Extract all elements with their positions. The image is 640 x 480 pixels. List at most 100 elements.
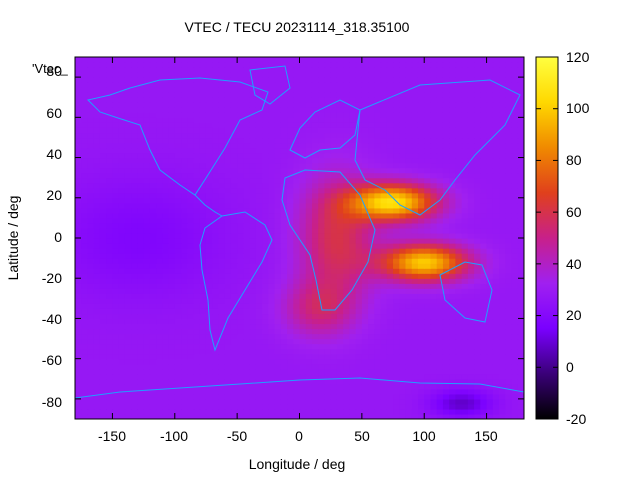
heatmap-cell: [81, 368, 89, 375]
heatmap-cell: [75, 308, 82, 315]
heatmap-cell: [474, 413, 481, 419]
heatmap-cell: [517, 348, 524, 355]
heatmap-cell: [417, 147, 425, 154]
heatmap-cell: [486, 248, 494, 254]
heatmap-cell: [224, 408, 232, 415]
heatmap-cell: [430, 77, 438, 83]
heatmap-cell: [199, 222, 207, 229]
heatmap-cell: [193, 102, 201, 108]
heatmap-cell: [99, 167, 107, 174]
heatmap-cell: [93, 87, 101, 93]
heatmap-cell: [293, 152, 301, 159]
heatmap-cell: [262, 167, 269, 174]
heatmap-cell: [436, 102, 444, 108]
heatmap-cell: [455, 248, 463, 254]
heatmap-cell: [461, 137, 469, 144]
heatmap-cell: [93, 102, 101, 108]
heatmap-cell: [305, 142, 313, 149]
heatmap-cell: [417, 187, 425, 194]
heatmap-cell: [87, 363, 95, 370]
heatmap-cell: [106, 157, 114, 164]
heatmap-cell: [480, 142, 488, 149]
heatmap-cell: [280, 117, 288, 123]
heatmap-cell: [193, 278, 201, 284]
heatmap-cell: [143, 253, 151, 259]
heatmap-cell: [93, 77, 101, 83]
heatmap-cell: [449, 363, 457, 370]
heatmap-cell: [280, 388, 288, 395]
heatmap-cell: [162, 87, 170, 93]
heatmap-cell: [293, 318, 301, 325]
heatmap-cell: [424, 403, 432, 410]
heatmap-cell: [168, 308, 176, 315]
heatmap-cell: [181, 338, 188, 345]
heatmap-cell: [380, 122, 388, 128]
heatmap-cell: [112, 293, 120, 299]
heatmap-cell: [262, 172, 269, 179]
heatmap-cell: [436, 122, 444, 128]
heatmap-cell: [336, 172, 344, 179]
heatmap-cell: [330, 102, 338, 108]
heatmap-cell: [480, 162, 488, 169]
heatmap-cell: [99, 338, 107, 345]
heatmap-cell: [293, 253, 301, 259]
heatmap-cell: [280, 278, 288, 284]
heatmap-cell: [87, 293, 95, 299]
heatmap-cell: [255, 368, 263, 375]
heatmap-cell: [255, 187, 263, 194]
heatmap-cell: [218, 343, 226, 350]
heatmap-cell: [305, 127, 313, 134]
heatmap-cell: [424, 293, 432, 299]
heatmap-cell: [174, 87, 182, 93]
heatmap-cell: [349, 328, 357, 335]
heatmap-cell: [492, 112, 500, 118]
heatmap-cell: [449, 288, 457, 294]
heatmap-cell: [205, 122, 213, 128]
heatmap-cell: [299, 127, 307, 134]
heatmap-cell: [149, 238, 157, 244]
heatmap-cell: [480, 358, 488, 365]
heatmap-cell: [380, 278, 388, 284]
heatmap-cell: [492, 353, 500, 360]
heatmap-cell: [449, 192, 457, 199]
heatmap-cell: [293, 142, 301, 149]
heatmap-cell: [131, 132, 138, 139]
heatmap-cell: [311, 122, 319, 128]
heatmap-cell: [274, 318, 282, 325]
heatmap-cell: [374, 328, 382, 335]
heatmap-cell: [492, 172, 500, 179]
heatmap-cell: [461, 182, 469, 189]
heatmap-cell: [355, 293, 363, 299]
heatmap-cell: [336, 192, 344, 199]
heatmap-cell: [124, 403, 132, 410]
heatmap-cell: [205, 172, 213, 179]
heatmap-cell: [305, 248, 313, 254]
heatmap-cell: [199, 268, 207, 274]
heatmap-cell: [474, 87, 481, 93]
heatmap-cell: [293, 107, 301, 113]
heatmap-cell: [174, 112, 182, 118]
heatmap-cell: [181, 313, 188, 320]
heatmap-cell: [436, 318, 444, 325]
heatmap-cell: [143, 358, 151, 365]
heatmap-cell: [168, 67, 176, 73]
heatmap-cell: [505, 127, 513, 134]
heatmap-cell: [486, 388, 494, 395]
heatmap-cell: [393, 72, 400, 78]
heatmap-cell: [212, 393, 220, 400]
heatmap-cell: [199, 313, 207, 320]
heatmap-cell: [336, 283, 344, 289]
heatmap-cell: [280, 217, 288, 224]
heatmap-cell: [162, 97, 170, 103]
heatmap-cell: [205, 117, 213, 123]
heatmap-cell: [405, 318, 413, 325]
heatmap-cell: [218, 408, 226, 415]
heatmap-cell: [87, 398, 95, 405]
heatmap-cell: [87, 112, 95, 118]
heatmap-cell: [93, 363, 101, 370]
heatmap-cell: [517, 112, 524, 118]
heatmap-cell: [262, 102, 269, 108]
heatmap-cell: [162, 162, 170, 169]
heatmap-cell: [442, 177, 450, 184]
heatmap-cell: [417, 338, 425, 345]
